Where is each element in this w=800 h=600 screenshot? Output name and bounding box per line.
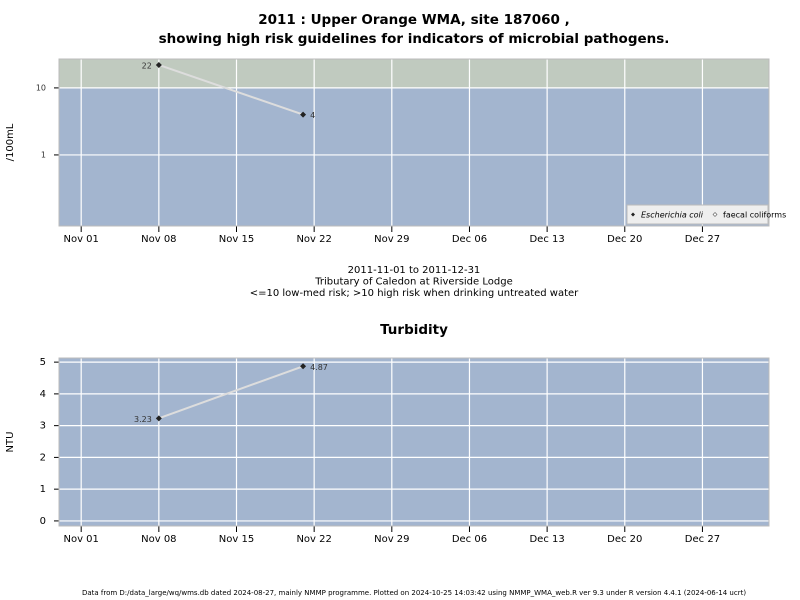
x-tick-label: Nov 08 (141, 534, 176, 545)
chart-title: Turbidity (380, 322, 448, 338)
x-tick-label: Nov 22 (296, 534, 331, 545)
x-tick-label: Dec 06 (452, 534, 487, 545)
data-label: 3.23 (134, 415, 152, 424)
plot-frame (58, 357, 770, 527)
x-tick-label: Nov 08 (141, 234, 176, 245)
x-tick-label: Dec 27 (685, 534, 720, 545)
subtitle: 2011-11-01 to 2011-12-31 (348, 265, 481, 276)
y-axis-label: NTU (5, 432, 16, 453)
legend-label: Escherichia coli (641, 211, 704, 220)
plot-frame (58, 58, 770, 227)
x-tick-label: Nov 15 (219, 534, 254, 545)
y-tick-label: 1 (40, 484, 46, 495)
data-line (158, 365, 304, 420)
y-tick-label: 3 (40, 421, 46, 432)
x-tick-label: Nov 29 (374, 534, 409, 545)
x-tick-label: Dec 27 (685, 234, 720, 245)
data-label: 4 (310, 111, 315, 120)
legend-box (626, 204, 769, 225)
data-label: 4.87 (310, 363, 328, 372)
subtitle: <=10 low-med risk; >10 high risk when dr… (250, 288, 579, 299)
x-tick-label: Dec 13 (529, 234, 564, 245)
plot-background (59, 358, 769, 526)
data-line (158, 64, 304, 116)
x-tick-label: Dec 13 (529, 534, 564, 545)
data-point (155, 415, 162, 422)
data-point (300, 363, 307, 370)
data-label: 22 (142, 61, 152, 70)
x-tick-label: Dec 06 (452, 234, 487, 245)
data-point (155, 61, 162, 68)
legend-marker (631, 212, 635, 217)
x-tick-label: Nov 01 (63, 234, 98, 245)
x-tick-label: Nov 01 (63, 534, 98, 545)
chart-title: showing high risk guidelines for indicat… (159, 31, 670, 47)
footer: Data from D:/data_large/wq/wms.db dated … (82, 589, 746, 597)
y-tick-label: 0 (40, 516, 46, 527)
high-risk-band (59, 59, 769, 88)
y-tick-label: 10 (36, 83, 46, 92)
subtitle: Tributary of Caledon at Riverside Lodge (314, 277, 512, 288)
x-tick-label: Nov 15 (219, 234, 254, 245)
chart-title: 2011 : Upper Orange WMA, site 187060 , (258, 12, 570, 28)
y-tick-label: 4 (40, 389, 46, 400)
x-tick-label: Nov 29 (374, 234, 409, 245)
y-tick-label: 5 (40, 357, 46, 368)
y-tick-label: 1 (41, 150, 46, 159)
legend-label: faecal coliforms (723, 211, 786, 220)
x-tick-label: Nov 22 (296, 234, 331, 245)
y-tick-label: 2 (40, 452, 46, 463)
data-point (300, 111, 307, 118)
x-tick-label: Dec 20 (607, 534, 642, 545)
y-axis-label: /100mL (5, 123, 16, 161)
legend-marker (712, 212, 718, 217)
x-tick-label: Dec 20 (607, 234, 642, 245)
